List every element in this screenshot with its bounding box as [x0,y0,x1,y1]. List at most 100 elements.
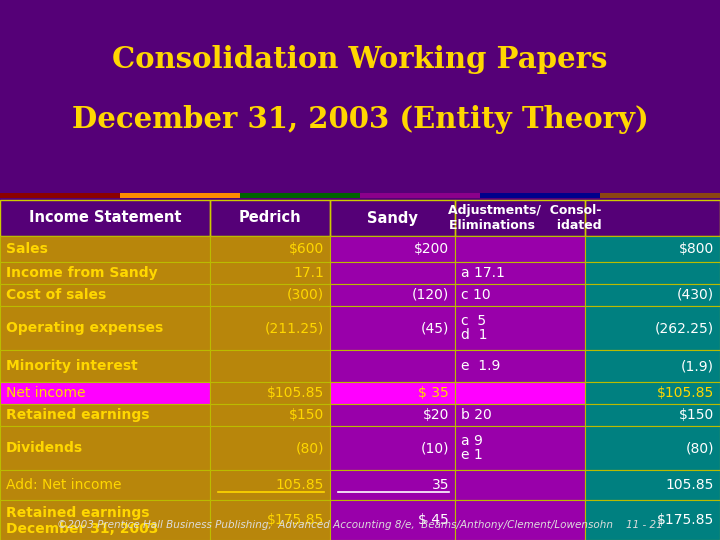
Bar [585,306,720,350]
Bar [330,200,455,236]
Text: Eliminations     idated: Eliminations idated [449,219,601,232]
Text: c  5: c 5 [461,314,486,328]
Bar [585,262,720,284]
Text: e 1: e 1 [461,448,482,462]
Bar [210,262,330,284]
Text: Dividends: Dividends [6,441,83,455]
Text: $175.85: $175.85 [266,513,324,527]
Bar [240,193,362,198]
Bar [330,350,455,382]
Text: $20: $20 [423,408,449,422]
Text: Add: Net income: Add: Net income [6,478,122,492]
Text: December 31, 2003 (Entity Theory): December 31, 2003 (Entity Theory) [71,105,649,134]
Bar [330,470,455,500]
Text: December 31, 2003: December 31, 2003 [6,522,158,536]
Bar [330,382,455,404]
Text: e  1.9: e 1.9 [461,359,500,373]
Bar [210,350,330,382]
Text: $150: $150 [679,408,714,422]
Bar [0,500,210,540]
Bar [455,350,585,382]
Text: (120): (120) [412,288,449,302]
Text: Retained earnings: Retained earnings [6,408,150,422]
Text: $200: $200 [414,242,449,256]
Bar [330,404,455,426]
Bar [330,284,455,306]
Bar [455,470,585,500]
Text: ©2003 Prentice Hall Business Publishing,  Advanced Accounting 8/e,  Beams/Anthon: ©2003 Prentice Hall Business Publishing,… [57,520,663,530]
Text: c 10: c 10 [461,288,490,302]
Bar [210,470,330,500]
Bar [455,404,585,426]
Text: Minority interest: Minority interest [6,359,138,373]
Text: $175.85: $175.85 [657,513,714,527]
Text: (211.25): (211.25) [265,321,324,335]
Bar [210,426,330,470]
Bar [210,236,330,262]
Bar [0,200,210,236]
Text: Sales: Sales [6,242,48,256]
Text: Operating expenses: Operating expenses [6,321,163,335]
Text: $ 35: $ 35 [418,386,449,400]
Bar [585,382,720,404]
Text: 105.85: 105.85 [665,478,714,492]
Text: (80): (80) [295,441,324,455]
Bar [360,193,482,198]
Bar [585,284,720,306]
Text: (10): (10) [420,441,449,455]
Bar [585,426,720,470]
Text: Cost of sales: Cost of sales [6,288,107,302]
Text: $150: $150 [289,408,324,422]
Bar [585,404,720,426]
Bar [330,426,455,470]
Bar [455,382,585,404]
Text: a 9: a 9 [461,434,483,448]
Bar [0,470,210,500]
Bar [585,500,720,540]
Bar [210,200,330,236]
Text: Income from Sandy: Income from Sandy [6,266,158,280]
Text: Adjustments/  Consol-: Adjustments/ Consol- [449,204,602,217]
Bar [480,193,602,198]
Bar [0,284,210,306]
Text: Pedrich: Pedrich [239,211,301,226]
Text: Consolidation Working Papers: Consolidation Working Papers [112,45,608,75]
Bar [120,193,242,198]
Bar [585,350,720,382]
Text: d  1: d 1 [461,328,487,342]
Text: Income Statement: Income Statement [29,211,181,226]
Text: $105.85: $105.85 [266,386,324,400]
Bar [0,262,210,284]
Bar [455,236,585,262]
Bar [210,500,330,540]
Text: (1.9): (1.9) [681,359,714,373]
Text: $600: $600 [289,242,324,256]
Bar [455,426,585,470]
Bar [455,284,585,306]
Bar [0,404,210,426]
Text: Sandy: Sandy [367,211,418,226]
Text: (262.25): (262.25) [655,321,714,335]
Text: b 20: b 20 [461,408,492,422]
Bar [0,350,210,382]
Text: a 17.1: a 17.1 [461,266,505,280]
Bar [455,306,585,350]
Text: Net income: Net income [6,386,86,400]
Bar [585,236,720,262]
Text: (430): (430) [677,288,714,302]
Bar [330,262,455,284]
Text: 35: 35 [431,478,449,492]
Bar [455,262,585,284]
Bar [0,382,210,404]
Text: 105.85: 105.85 [276,478,324,492]
Bar [0,200,720,236]
Bar [455,500,585,540]
Bar [330,306,455,350]
Bar [0,426,210,470]
Text: $ 45: $ 45 [418,513,449,527]
Bar [330,236,455,262]
Bar [210,306,330,350]
Bar [210,382,330,404]
Bar [0,306,210,350]
Text: $105.85: $105.85 [657,386,714,400]
